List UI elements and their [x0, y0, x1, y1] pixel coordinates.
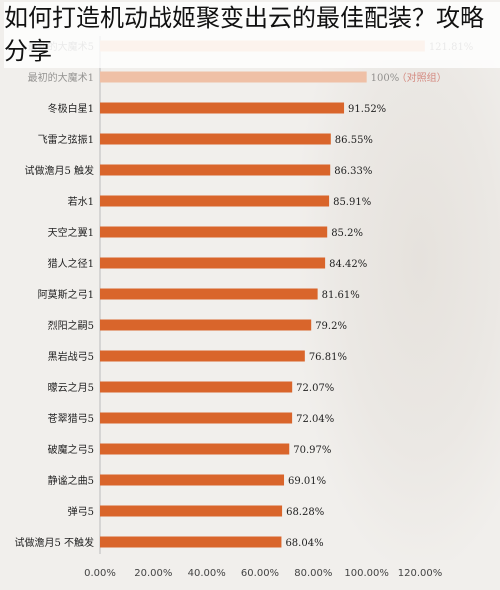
bar	[100, 505, 283, 517]
category-label: 弹弓5	[68, 505, 94, 518]
bar	[100, 226, 328, 238]
category-label: 最初的大魔术1	[28, 71, 94, 84]
value-label: 100%	[371, 73, 400, 84]
value-label: 86.33%	[334, 166, 372, 177]
bar	[100, 381, 293, 393]
category-label: 猎人之径1	[48, 257, 94, 270]
category-label: 静谧之曲5	[48, 474, 94, 487]
bar	[100, 443, 290, 455]
value-label: 91.52%	[348, 104, 386, 115]
reference-note: （对照组）	[397, 71, 447, 84]
bar	[100, 133, 331, 145]
bar	[100, 350, 305, 362]
x-tick-label: 40.00%	[188, 568, 226, 579]
category-label: 试做澹月5 触发	[24, 164, 94, 177]
value-label: 85.91%	[333, 197, 371, 208]
bar	[100, 257, 326, 269]
x-tick-label: 60.00%	[241, 568, 279, 579]
category-label: 黑岩战弓5	[48, 350, 94, 363]
category-label: 冬极白星1	[48, 102, 94, 115]
x-tick-label: 20.00%	[134, 568, 172, 579]
x-tick-label: 120.00%	[398, 568, 443, 579]
bar	[100, 474, 285, 486]
x-tick-label: 0.00%	[84, 568, 116, 579]
bar	[100, 319, 312, 331]
background-character-art	[300, 60, 500, 560]
value-label: 72.07%	[296, 383, 334, 394]
bar	[100, 102, 345, 114]
category-label: 苍翠猎弓5	[48, 412, 94, 425]
bar	[100, 288, 318, 300]
bar	[100, 71, 367, 83]
bar	[100, 536, 282, 548]
bar	[100, 164, 331, 176]
category-label: 曚云之月5	[48, 381, 94, 394]
value-label: 86.55%	[335, 135, 373, 146]
x-tick-label: 100.00%	[344, 568, 389, 579]
category-label: 破魔之弓5	[48, 443, 94, 456]
value-label: 81.61%	[322, 290, 360, 301]
category-label: 若水1	[68, 195, 94, 208]
value-label: 68.28%	[286, 507, 324, 518]
category-label: 试做澹月5 不触发	[14, 536, 94, 549]
page-title: 如何打造机动战姬聚变出云的最佳配装？攻略分享	[4, 2, 500, 68]
x-tick-label: 80.00%	[294, 568, 332, 579]
value-label: 69.01%	[288, 476, 326, 487]
category-label: 烈阳之嗣5	[48, 319, 94, 332]
category-label: 飞雷之弦振1	[38, 133, 94, 146]
value-label: 85.2%	[331, 228, 363, 239]
bar	[100, 412, 293, 424]
bar	[100, 195, 330, 207]
category-label: 阿莫斯之弓1	[38, 288, 94, 301]
value-label: 70.97%	[293, 445, 331, 456]
value-label: 72.04%	[296, 414, 334, 425]
category-label: 天空之翼1	[48, 226, 94, 239]
value-label: 68.04%	[285, 538, 323, 549]
value-label: 76.81%	[309, 352, 347, 363]
value-label: 84.42%	[329, 259, 367, 270]
value-label: 79.2%	[315, 321, 347, 332]
